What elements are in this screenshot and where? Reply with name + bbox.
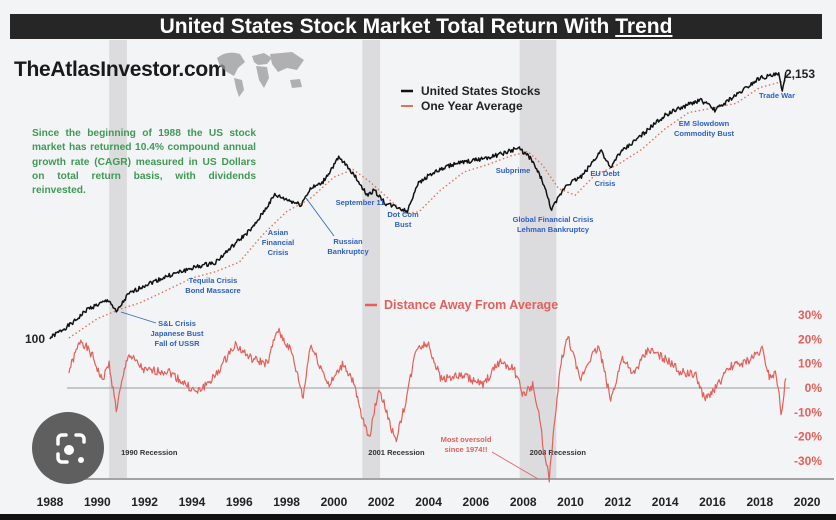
y-tick-label: 0% <box>805 381 823 395</box>
cagr-description: Since the beginning of 1988 the US stock… <box>32 128 256 197</box>
most-oversold-annotation: Most oversold since 1974!! <box>441 435 492 454</box>
legend-distance-label: Distance Away From Average <box>384 298 558 312</box>
x-tick-label: 2008 <box>510 495 537 509</box>
us-stocks-line <box>49 71 787 340</box>
event-annotation: Asian Financial Crisis <box>262 228 295 257</box>
event-annotation: EU Debt Crisis <box>590 169 620 188</box>
x-tick-label: 2018 <box>746 495 773 509</box>
legend-stocks-label: United States Stocks <box>421 84 541 98</box>
y-tick-label: -10% <box>794 405 822 419</box>
arrow-sl-crisis <box>120 311 157 324</box>
legend-average-label: One Year Average <box>421 99 523 113</box>
world-map-icon <box>217 52 304 97</box>
recession-label: 1990 Recession <box>121 448 178 457</box>
recession-band <box>362 40 381 478</box>
recession-label: 2001 Recession <box>368 448 425 457</box>
event-annotation: S&L Crisis Japanese Bust Fall of USSR <box>151 319 204 348</box>
google-lens-button[interactable] <box>32 412 104 484</box>
event-annotation: September 11 <box>336 198 385 207</box>
event-annotation: Dot Com Bust <box>387 210 419 229</box>
x-tick-label: 2014 <box>652 495 679 509</box>
x-tick-label: 1998 <box>273 495 300 509</box>
x-tick-label: 1990 <box>84 495 111 509</box>
y-tick-label: 20% <box>798 332 822 346</box>
title-underlined-word: Trend <box>615 15 673 38</box>
title-text: United States Stock Market Total Return … <box>159 15 616 38</box>
x-tick-label: 2002 <box>368 495 395 509</box>
arrow-russian-bankruptcy <box>305 197 335 237</box>
recession-band <box>519 40 557 478</box>
event-annotation: Trade War <box>759 91 795 100</box>
end-value-label: 2,153 <box>785 67 815 81</box>
bottom-bar <box>0 514 836 520</box>
event-annotation: EM Slowdown Commodity Bust <box>674 119 735 138</box>
event-annotation: Global Financial Crisis Lehman Bankruptcy <box>513 215 594 234</box>
event-annotation: Tequila Crisis Bond Massacre <box>185 276 240 295</box>
brand-logo-text: TheAtlasInvestor.com <box>14 58 227 81</box>
x-tick-label: 1996 <box>226 495 253 509</box>
lens-camera-icon <box>56 433 86 464</box>
recession-label: 2008 Recession <box>530 448 587 457</box>
x-tick-label: 1988 <box>37 495 64 509</box>
x-tick-label: 2000 <box>321 495 348 509</box>
recession-band <box>109 40 127 478</box>
event-annotation: Subprime <box>496 166 531 175</box>
distance-from-average-line <box>68 327 787 483</box>
y-tick-label: 30% <box>798 308 822 322</box>
x-tick-label: 1992 <box>131 495 158 509</box>
y-tick-label: -20% <box>794 430 822 444</box>
y-tick-label: -30% <box>794 454 822 468</box>
start-value-label: 100 <box>25 332 45 346</box>
x-tick-label: 2006 <box>463 495 490 509</box>
x-tick-label: 2004 <box>415 495 442 509</box>
y-tick-label: 10% <box>798 357 822 371</box>
x-tick-label: 2012 <box>604 495 631 509</box>
event-annotation: Russian Bankruptcy <box>327 237 369 256</box>
x-tick-label: 2016 <box>699 495 726 509</box>
arrow-most-oversold <box>491 451 539 480</box>
x-tick-label: 2020 <box>794 495 821 509</box>
x-tick-label: 1994 <box>179 495 206 509</box>
chart-title: United States Stock Market Total Return … <box>10 14 822 39</box>
x-tick-label: 2010 <box>557 495 584 509</box>
